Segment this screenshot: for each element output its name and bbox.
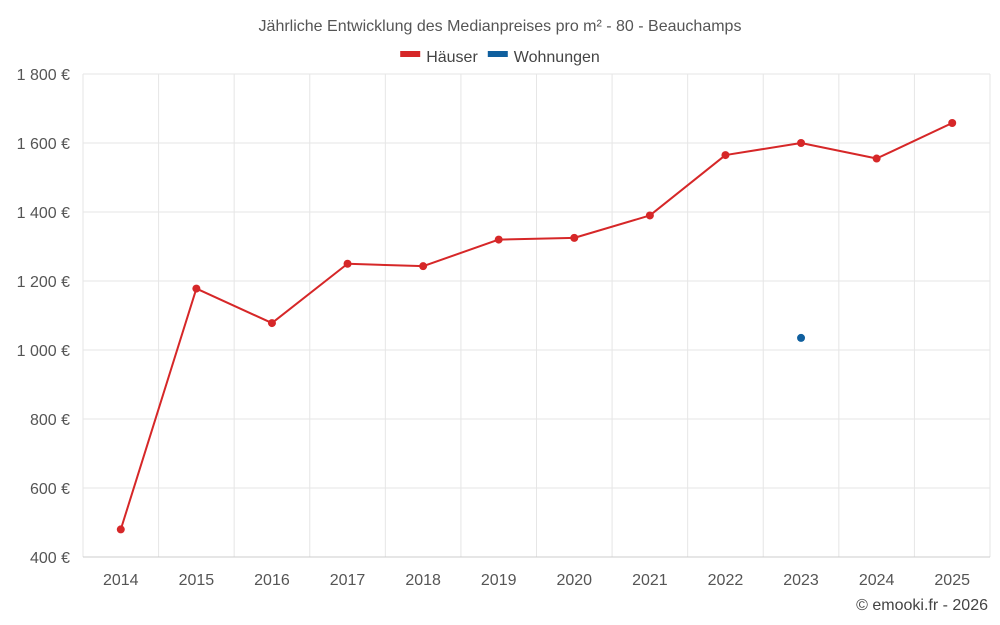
- credit-text: © emooki.fr - 2026: [856, 597, 988, 614]
- x-tick-label: 2019: [481, 572, 517, 589]
- x-tick-label: 2023: [783, 572, 819, 589]
- x-tick-label: 2020: [556, 572, 592, 589]
- legend-item-wohnungen[interactable]: Wohnungen: [487, 49, 600, 66]
- series-häuser: [116, 118, 957, 534]
- legend: Häuser Wohnungen: [400, 49, 600, 66]
- x-tick-label: 2016: [254, 572, 290, 589]
- series-wohnungen: [797, 333, 806, 342]
- data-point: [419, 262, 428, 271]
- x-tick-label: 2024: [859, 572, 895, 589]
- x-tick-label: 2018: [405, 572, 441, 589]
- x-tick-label: 2015: [179, 572, 215, 589]
- data-point: [872, 154, 881, 163]
- data-point: [797, 139, 806, 147]
- y-tick-label: 600 €: [30, 481, 70, 498]
- x-tick-label: 2022: [708, 572, 744, 589]
- x-tick-label: 2014: [103, 572, 139, 589]
- data-point: [570, 233, 579, 242]
- axes: 400 € 600 € 800 € 1 000 € 1 200 € 1 400 € 1 60…: [17, 67, 990, 589]
- legend-swatch: [400, 51, 421, 57]
- legend-label: Wohnungen: [514, 49, 600, 66]
- data-point: [645, 211, 654, 220]
- y-tick-label: 1 000 €: [17, 343, 70, 360]
- y-tick-label: 1 400 €: [17, 205, 70, 222]
- x-tick-label: 2017: [330, 572, 366, 589]
- data-point: [343, 259, 352, 268]
- series-layer: [116, 118, 957, 534]
- legend-label: Häuser: [426, 49, 478, 66]
- data-point: [721, 151, 730, 160]
- legend-swatch: [487, 51, 508, 57]
- legend-item-häuser[interactable]: Häuser: [400, 49, 478, 66]
- y-tick-label: 1 800 €: [17, 67, 70, 84]
- data-point: [797, 333, 806, 342]
- data-point: [494, 235, 503, 244]
- data-point: [192, 284, 201, 293]
- data-point: [116, 525, 125, 534]
- y-tick-label: 800 €: [30, 412, 70, 429]
- chart-title: Jährliche Entwicklung des Medianpreises …: [259, 18, 742, 35]
- x-tick-label: 2021: [632, 572, 668, 589]
- y-tick-label: 1 200 €: [17, 274, 70, 291]
- x-tick-label: 2025: [934, 572, 970, 589]
- y-tick-label: 400 €: [30, 550, 70, 567]
- grid: [82, 73, 991, 558]
- series-line: [119, 122, 953, 530]
- y-tick-label: 1 600 €: [17, 136, 70, 153]
- data-point: [948, 118, 957, 127]
- data-point: [267, 319, 276, 328]
